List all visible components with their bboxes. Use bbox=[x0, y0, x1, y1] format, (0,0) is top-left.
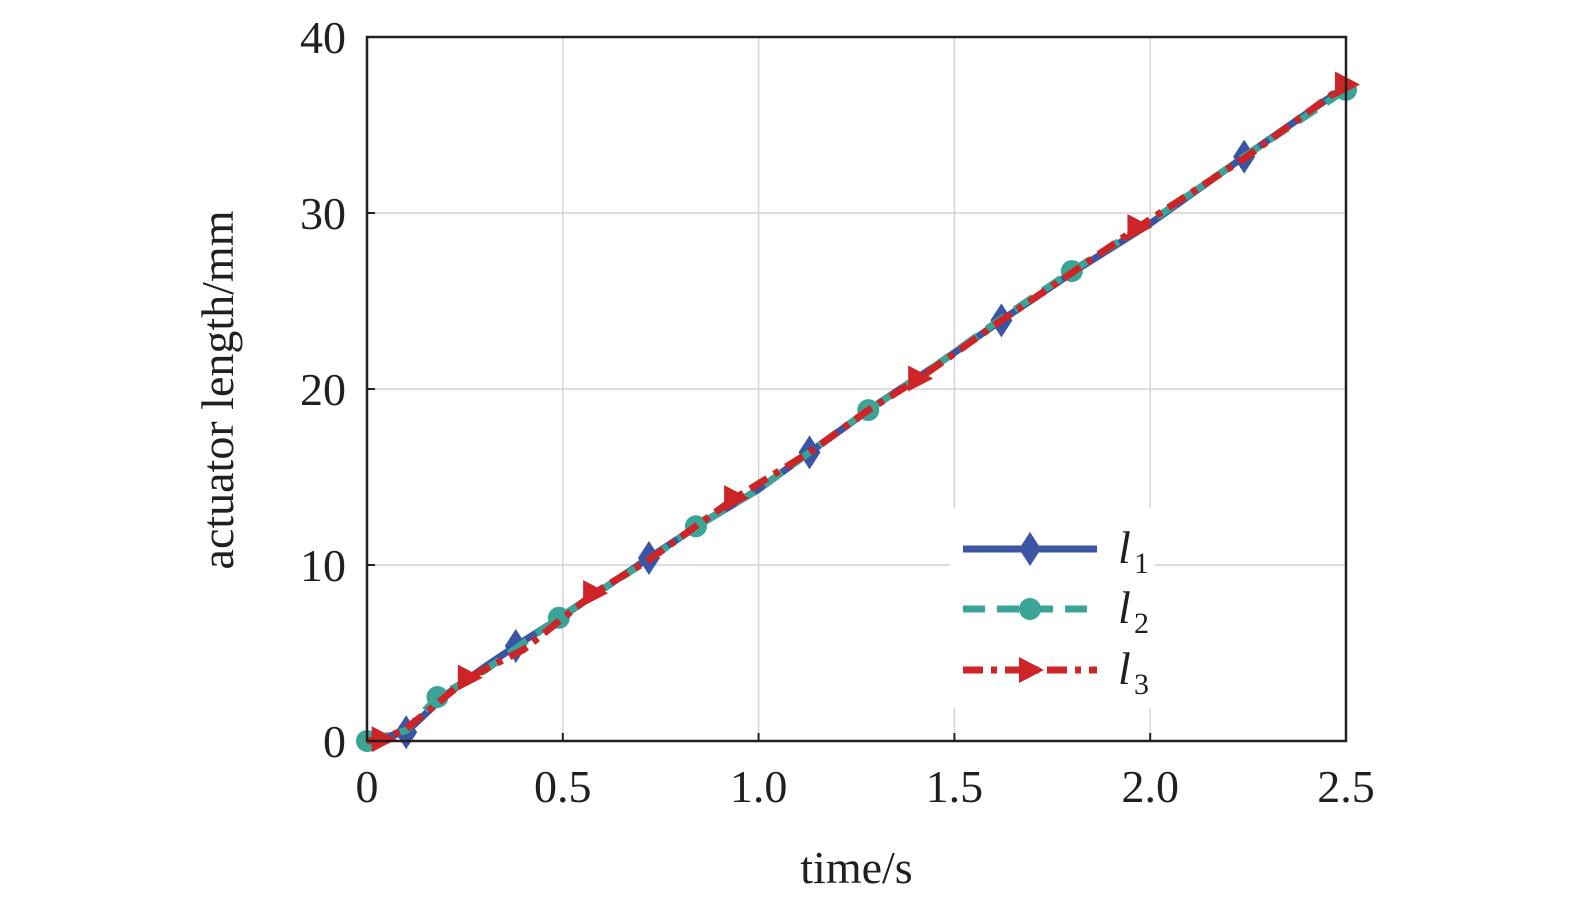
series-l3 bbox=[366, 71, 1360, 753]
circle-marker bbox=[1019, 598, 1041, 620]
x-axis-label: time/s bbox=[800, 842, 912, 893]
series-lines bbox=[356, 71, 1360, 753]
x-tick-label: 1.0 bbox=[730, 761, 788, 812]
legend: l 1l 2l 3 bbox=[950, 508, 1155, 708]
legend-label: l bbox=[1118, 582, 1131, 633]
y-tick-label: 20 bbox=[300, 364, 346, 415]
triangle-marker bbox=[1019, 657, 1044, 683]
legend-label: l bbox=[1118, 522, 1131, 573]
x-tick-label: 0.5 bbox=[534, 761, 592, 812]
axes-frame bbox=[365, 35, 1348, 743]
y-tick-label: 40 bbox=[300, 12, 346, 63]
y-tick-label: 10 bbox=[300, 540, 346, 591]
x-tick-label: 2.5 bbox=[1317, 761, 1375, 812]
diamond-marker bbox=[798, 435, 821, 470]
legend-subscript: 1 bbox=[1134, 547, 1149, 580]
diamond-marker bbox=[1019, 532, 1041, 566]
legend-subscript: 3 bbox=[1134, 668, 1149, 701]
y-axis-label: actuator length/mm bbox=[192, 210, 243, 569]
legend-subscript: 2 bbox=[1134, 607, 1149, 640]
x-tick-label: 2.0 bbox=[1121, 761, 1179, 812]
legend-label: l bbox=[1118, 643, 1131, 694]
tick-labels: 0 0.5 1.0 1.5 2.0 2.5 0 10 20 30 40 bbox=[300, 12, 1375, 812]
triangle-marker bbox=[908, 365, 934, 392]
triangle-marker bbox=[583, 580, 609, 607]
triangle-marker bbox=[457, 664, 483, 691]
grid-lines bbox=[367, 37, 1346, 741]
y-tick-label: 30 bbox=[300, 188, 346, 239]
triangle-marker bbox=[371, 726, 397, 753]
triangle-marker bbox=[1127, 214, 1153, 241]
x-tick-label: 0 bbox=[356, 761, 379, 812]
y-tick-label: 0 bbox=[323, 716, 346, 767]
triangle-marker bbox=[1335, 71, 1360, 98]
triangle-marker bbox=[724, 485, 750, 512]
plot-frame bbox=[365, 35, 1348, 743]
series-line bbox=[366, 81, 1349, 745]
x-tick-label: 1.5 bbox=[926, 761, 984, 812]
